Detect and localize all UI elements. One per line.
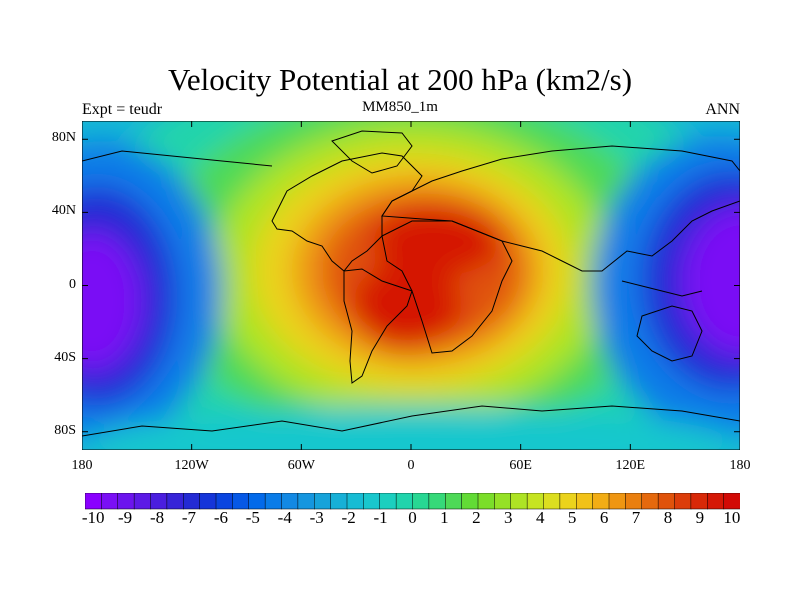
colorbar-label: 5 — [567, 508, 577, 527]
contour-map — [82, 121, 740, 450]
colorbar-label: 2 — [472, 508, 481, 527]
colorbar-label: -5 — [245, 508, 260, 527]
lat-tick-label: 40S — [54, 349, 76, 365]
colorbar-label: -4 — [277, 508, 292, 527]
coastlines — [82, 130, 740, 437]
colorbar-label: 8 — [663, 508, 673, 527]
colorbar-label: -1 — [373, 508, 388, 527]
colorbar-label: 10 — [723, 508, 741, 527]
colorbar-swatch — [412, 493, 430, 510]
lon-tick-label: 180 — [71, 458, 93, 473]
colorbar-swatch — [150, 493, 168, 510]
colorbar-swatch — [379, 493, 397, 510]
colorbar-swatch — [133, 493, 152, 510]
lat-tick-label: 40N — [51, 203, 76, 219]
colorbar-swatch — [199, 493, 217, 510]
lon-tick-label: 60E — [509, 458, 532, 473]
colorbar-swatch — [314, 493, 332, 510]
colorbar-swatch — [346, 493, 364, 510]
colorbar-swatch — [690, 493, 708, 510]
lon-tick-label: 120W — [174, 458, 209, 473]
lon-tick-label: 180 — [729, 458, 751, 473]
colorbar-swatch — [248, 493, 266, 510]
lat-tick-label: 0 — [69, 276, 76, 292]
colorbar-swatch — [395, 493, 414, 510]
colorbar-swatch — [363, 493, 381, 510]
colorbar-swatch — [183, 493, 201, 510]
lat-tick-label: 80S — [54, 422, 76, 438]
colorbar-swatch — [559, 493, 577, 510]
season-label: ANN — [705, 101, 740, 118]
colorbar-swatch — [166, 493, 184, 510]
lon-tick-label: 60W — [287, 458, 315, 473]
colorbar-swatch — [707, 493, 725, 510]
colorbar-swatch — [281, 493, 299, 510]
colorbar-swatch — [576, 493, 594, 510]
colorbar-swatch — [85, 493, 102, 510]
colorbar-swatch — [477, 493, 495, 510]
colorbar-label: 0 — [408, 508, 417, 527]
colorbar-swatch — [297, 493, 315, 510]
colorbar-swatch — [543, 493, 561, 510]
colorbar-swatch — [330, 493, 348, 510]
colorbar-swatch — [232, 493, 250, 510]
lat-tick-label: 80N — [51, 130, 76, 146]
model-label: MM850_1m — [362, 99, 438, 115]
colorbar-label: -2 — [341, 508, 356, 527]
colorbar-label: 4 — [535, 508, 545, 527]
colorbar-label: -7 — [181, 508, 197, 527]
colorbar-swatch — [592, 493, 610, 510]
colorbar-label: 9 — [695, 508, 705, 527]
colorbar-swatch — [494, 493, 512, 510]
colorbar-swatch — [510, 493, 528, 510]
colorbar-swatch — [723, 493, 740, 510]
colorbar-swatch — [526, 493, 545, 510]
lon-tick-label: 0 — [407, 458, 415, 473]
colorbar-label: 6 — [599, 508, 609, 527]
colorbar-label: 7 — [631, 508, 641, 527]
experiment-label: Expt = teudr — [82, 101, 163, 118]
colorbar-swatch — [428, 493, 446, 510]
colorbar-swatch — [674, 493, 692, 510]
colorbar — [85, 493, 740, 510]
colorbar-swatch — [264, 493, 283, 510]
colorbar-swatch — [608, 493, 626, 510]
colorbar-label: -3 — [309, 508, 324, 527]
map-panel — [82, 121, 740, 450]
colorbar-swatch — [445, 493, 463, 510]
colorbar-label: -10 — [81, 508, 105, 527]
colorbar-label: -6 — [213, 508, 228, 527]
colorbar-swatch — [657, 493, 676, 510]
colorbar-label: -9 — [118, 508, 133, 527]
colorbar-swatch — [461, 493, 479, 510]
colorbar-swatch — [117, 493, 135, 510]
colorbar-swatch — [215, 493, 233, 510]
colorbar-label: 3 — [504, 508, 513, 527]
field-layer — [82, 121, 740, 450]
colorbar-swatch — [101, 493, 119, 510]
lon-tick-label: 120E — [615, 458, 646, 473]
tick-marks — [82, 121, 740, 450]
colorbar-swatch — [641, 493, 659, 510]
plot-title: Velocity Potential at 200 hPa (km2/s) — [167, 62, 633, 97]
colorbar-label: 1 — [440, 508, 449, 527]
colorbar-label: -8 — [149, 508, 165, 527]
colorbar-swatch — [625, 493, 643, 510]
